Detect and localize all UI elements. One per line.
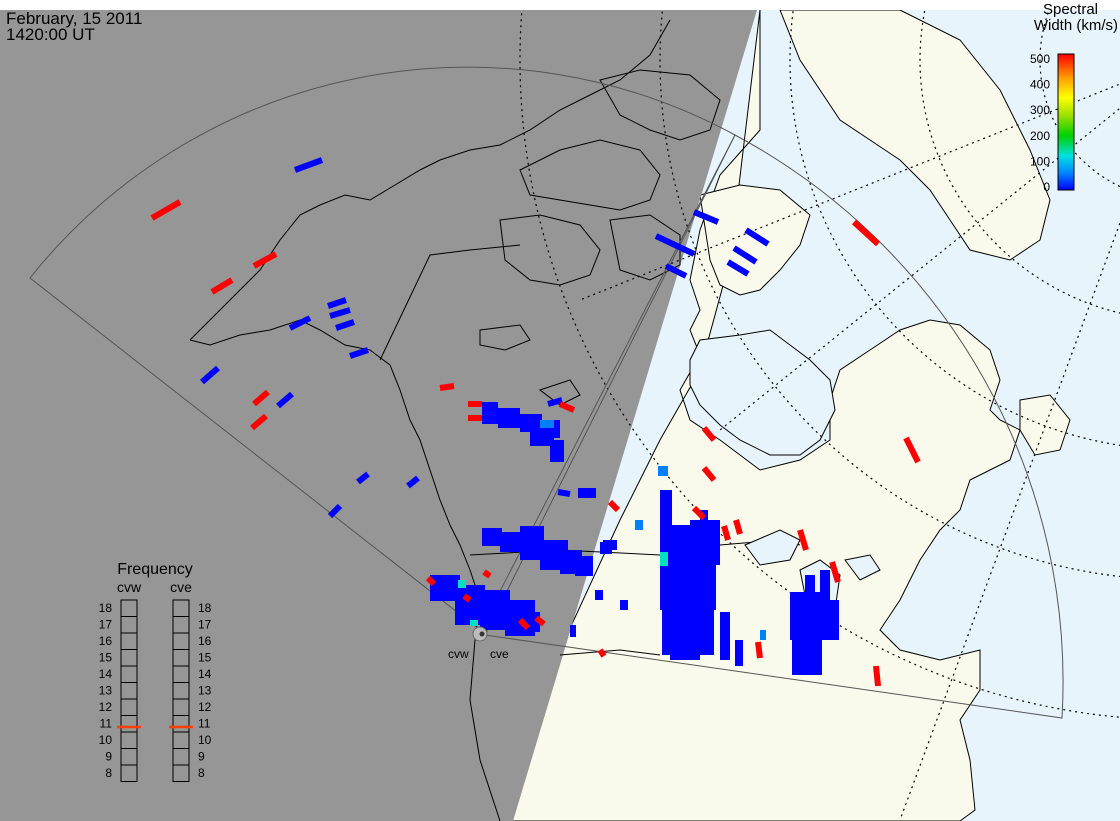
landmass-day [499,10,1071,821]
time-label: 1420:00 UT [6,25,95,44]
frequency-tick-label: 16 [99,634,113,648]
frequency-panel: Frequency cvw cve 1817161514131211109818… [99,561,212,782]
frequency-tick-label: 18 [99,601,113,615]
frequency-tick-label: 11 [100,717,113,731]
colorbar-title-line2: Width (km/s) [1034,17,1118,34]
frequency-tick-label: 15 [198,651,212,665]
frequency-tick-label: 16 [198,634,212,648]
radar-label-cvw: cvw [448,647,469,661]
latitude-grid [519,10,1120,821]
frequency-scales: 18 17 16 15 14 13 12 11 10 9 8 18 17 16 15 14 13 12 11 10 9 8 [99,599,212,782]
frequency-title: Frequency [117,561,193,578]
scatter-cells-cyan [458,552,668,626]
frequency-tick-label: 13 [198,684,212,698]
colorbar: Spectral Width (km/s) 500 400 300 200 100 0 [1030,1,1118,194]
colorbar-tick-label: 300 [1030,103,1050,117]
scatter-lines-high [150,199,921,687]
colorbar-tick-label: 100 [1030,154,1050,168]
radar-fov [29,66,1064,719]
colorbar-tick-label: 200 [1030,129,1050,143]
colorbar-tick-label: 500 [1030,52,1050,66]
frequency-tick-label: 12 [99,700,113,714]
colorbar-tick-label: 0 [1043,180,1050,194]
radar-sites [472,626,488,642]
frequency-tick-label: 15 [99,651,113,665]
frequency-cell [120,764,138,782]
frequency-radar-cve: cve [170,579,192,595]
frequency-tick-label: 10 [99,733,113,747]
frequency-tick-label: 10 [198,733,212,747]
scatter-cells-low [430,402,839,675]
frequency-tick-label: 8 [198,766,205,780]
scatter-lines-low [200,157,770,519]
frequency-tick-label: 9 [198,750,205,764]
frequency-tick-label: 13 [99,684,113,698]
frequency-cell [172,764,190,782]
frequency-radar-cvw: cvw [117,579,142,595]
radar-label-cve: cve [490,647,509,661]
colorbar-tick-label: 400 [1030,78,1050,92]
frequency-tick-label: 18 [198,601,212,615]
colorbar-title-line1: Spectral [1043,1,1098,18]
frequency-tick-label: 17 [198,618,212,632]
frequency-tick-label: 12 [198,700,212,714]
scatter-cells-mid [540,420,766,640]
frequency-tick-label: 8 [105,766,112,780]
frequency-tick-label: 14 [198,667,212,681]
frequency-tick-label: 17 [99,618,113,632]
colorbar-ticks: 500 400 300 200 100 0 [1030,52,1050,194]
date-label: February, 15 2011 [6,9,142,28]
frequency-tick-label: 9 [105,750,112,764]
frequency-tick-label: 14 [99,667,113,681]
colorbar-gradient [1057,53,1075,191]
frequency-tick-label: 11 [198,717,211,731]
